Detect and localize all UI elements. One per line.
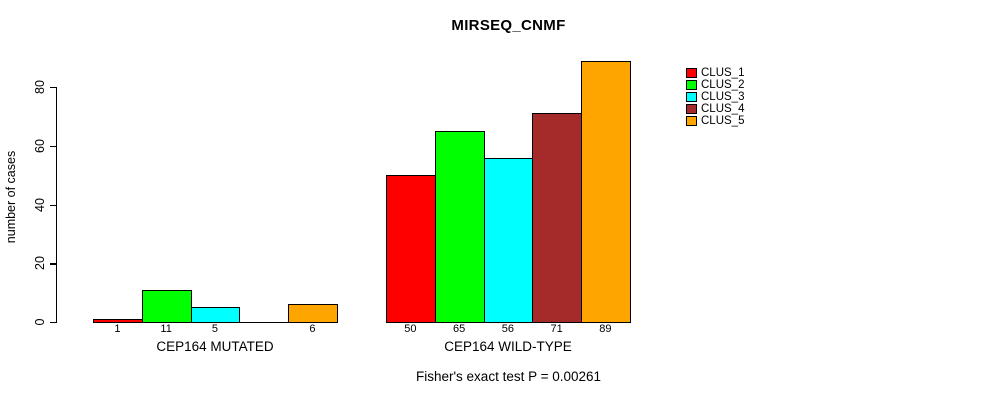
fisher-test-annotation: Fisher's exact test P = 0.00261 xyxy=(415,369,602,384)
legend-item-CLUS_5: CLUS_5 xyxy=(686,115,744,127)
y-tick xyxy=(50,322,57,324)
bar-CLUS_2 xyxy=(434,131,485,324)
x-group-label-cep164-mutated: CEP164 MUTATED xyxy=(156,339,274,354)
y-tick-label: 20 xyxy=(33,256,47,271)
legend-swatch-icon xyxy=(686,80,697,90)
legend-swatch-icon xyxy=(686,68,697,78)
legend-item-CLUS_1: CLUS_1 xyxy=(686,67,744,79)
bar-value-label: 6 xyxy=(309,323,316,335)
legend-item-CLUS_4: CLUS_4 xyxy=(686,103,744,115)
legend-item-CLUS_2: CLUS_2 xyxy=(686,79,744,91)
bar-value-label: 71 xyxy=(550,323,563,335)
legend-swatch-icon xyxy=(686,104,697,114)
y-tick xyxy=(50,204,57,206)
y-tick-label: 80 xyxy=(33,80,47,94)
chart-title: MIRSEQ_CNMF xyxy=(451,17,566,34)
y-tick xyxy=(50,145,57,148)
bar-CLUS_5 xyxy=(581,60,631,324)
bar-CLUS_5 xyxy=(288,304,338,324)
bar-CLUS_3 xyxy=(483,157,534,324)
legend-item-CLUS_3: CLUS_3 xyxy=(686,91,744,103)
y-tick xyxy=(50,263,57,265)
y-tick xyxy=(50,87,57,89)
bar-CLUS_1 xyxy=(386,175,436,324)
bar-value-label: 89 xyxy=(599,323,612,335)
legend-label: CLUS_4 xyxy=(701,103,745,115)
bar-value-label: 65 xyxy=(453,323,466,335)
bar-CLUS_4 xyxy=(532,113,582,324)
x-group-label-cep164-wild-type: CEP164 WILD-TYPE xyxy=(444,339,572,354)
legend-label: CLUS_2 xyxy=(701,79,745,91)
bar-value-label: 1 xyxy=(114,323,121,335)
legend-label: CLUS_1 xyxy=(701,67,745,79)
bar-value-label: 50 xyxy=(404,323,417,335)
bar-CLUS_3 xyxy=(190,307,241,324)
y-tick-label: 40 xyxy=(33,197,47,212)
bar-CLUS_2 xyxy=(141,289,192,324)
y-tick-label: 0 xyxy=(33,318,47,326)
legend-swatch-icon xyxy=(686,92,697,102)
legend-swatch-icon xyxy=(686,116,697,126)
y-tick-label: 60 xyxy=(33,138,47,153)
legend: CLUS_1 CLUS_2 CLUS_3 CLUS_4 CLUS_5 xyxy=(686,67,744,127)
bar-value-label: 5 xyxy=(211,323,218,335)
legend-label: CLUS_5 xyxy=(701,115,745,127)
bar-value-label: 11 xyxy=(160,323,172,335)
legend-label: CLUS_3 xyxy=(701,91,745,103)
bar-value-label: 56 xyxy=(501,323,514,335)
